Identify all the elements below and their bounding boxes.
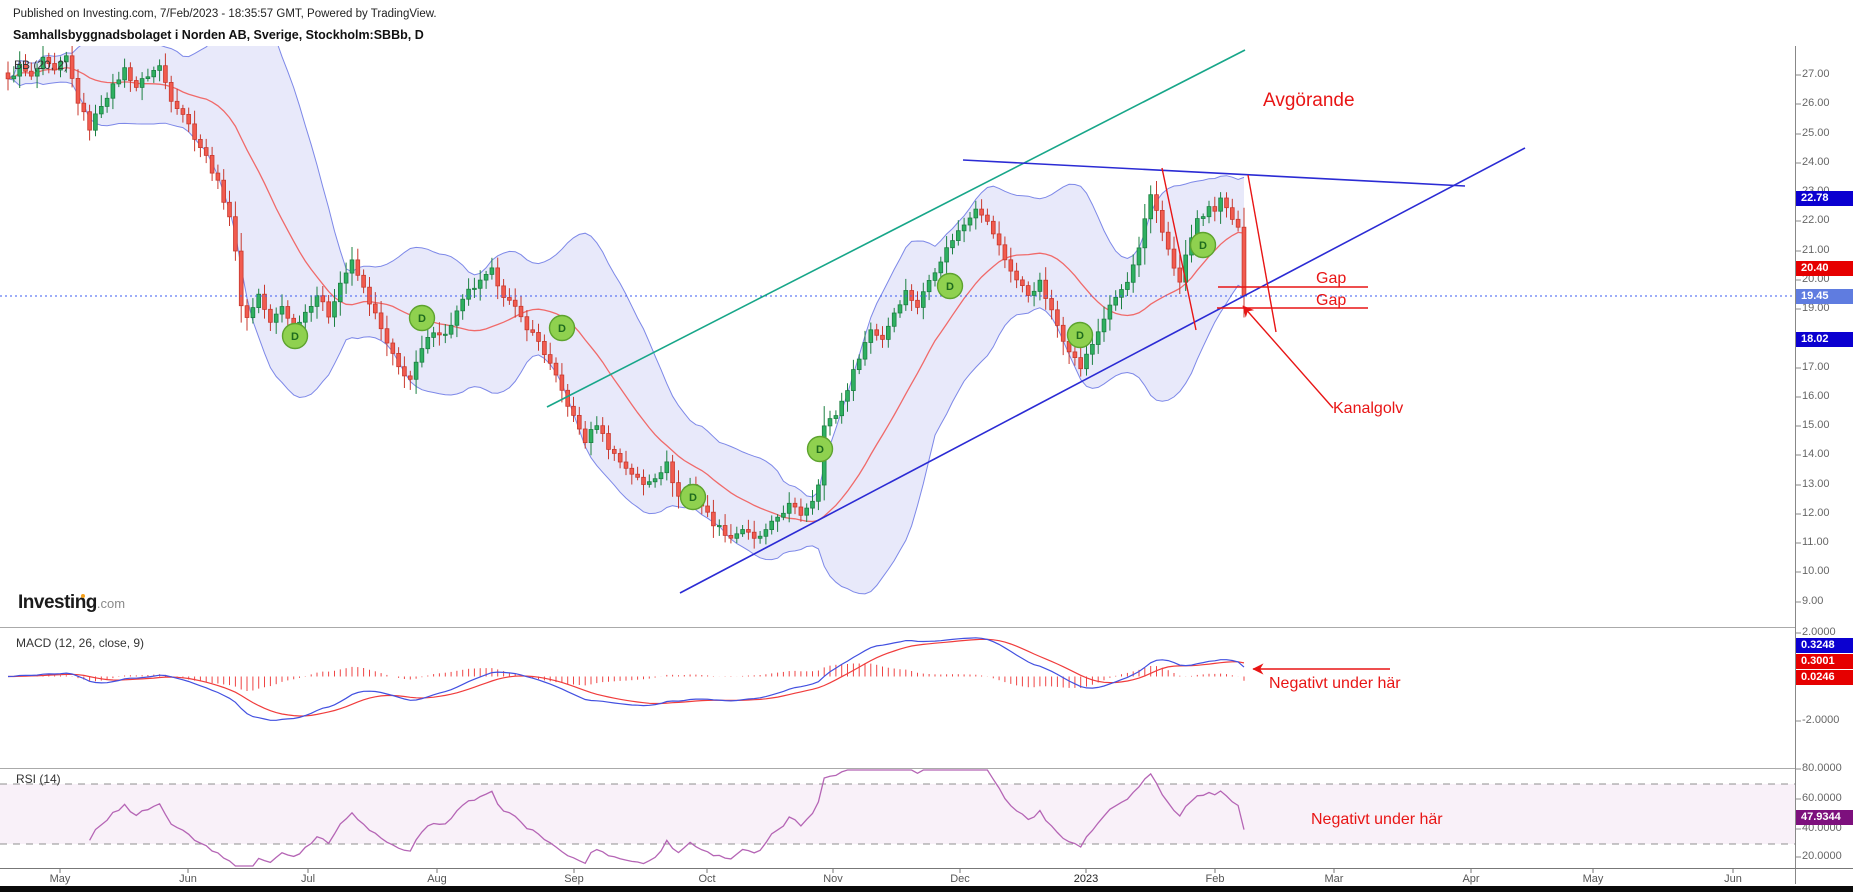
bb-band-fill	[8, 46, 1244, 594]
macd-tick-label: -2.0000	[1802, 714, 1840, 726]
price-tick-label: 13.00	[1802, 478, 1830, 490]
logo-orange-dot	[81, 594, 85, 598]
red-cross-a[interactable]	[1161, 167, 1197, 331]
time-label-jun: Jun	[179, 873, 197, 885]
rsi-tick-label: 20.0000	[1802, 850, 1842, 862]
wedge-top-blue[interactable]	[962, 159, 1466, 187]
price-badge-20.40: 20.40	[1796, 260, 1853, 276]
macd-badge-0.0246: 0.0246	[1796, 669, 1853, 685]
time-label-jun: Jun	[1724, 873, 1742, 885]
price-tick-label: 22.00	[1802, 214, 1830, 226]
price-badge-19.45: 19.45	[1796, 288, 1853, 304]
rsi-line	[89, 769, 1245, 867]
price-tick-label: 24.00	[1802, 156, 1830, 168]
rsi-band-fill	[0, 784, 1795, 844]
rising-support-teal[interactable]	[546, 49, 1246, 408]
macd-tick-label: 2.0000	[1802, 626, 1836, 638]
published-line: Published on Investing.com, 7/Feb/2023 -…	[13, 8, 437, 20]
annotation-rsi-note: Negativt under här	[1311, 811, 1443, 828]
dividend-markers[interactable]: D D D D D D D D	[281, 231, 1217, 511]
macd-line	[7, 637, 1245, 721]
price-tick-label: 25.00	[1802, 127, 1830, 139]
logo-suffix: .com	[96, 596, 126, 611]
price-tick-label: 12.00	[1802, 507, 1830, 519]
price-tick-label: 10.00	[1802, 565, 1830, 577]
time-label-may: May	[1582, 873, 1604, 885]
macd-pane[interactable]	[7, 637, 1390, 721]
candlestick-series	[5, 46, 1247, 549]
rsi-tick-label: 40.0000	[1802, 822, 1842, 834]
svg-text:D: D	[1199, 240, 1207, 252]
time-label-mar: Mar	[1324, 873, 1344, 885]
rsi-badge-47.9344: 47.9344	[1796, 809, 1853, 825]
annotation-kanalgolv: Kanalgolv	[1333, 400, 1404, 417]
price-pane[interactable]: D D D D D D D D	[0, 1, 1795, 819]
price-tick-label: 15.00	[1802, 419, 1830, 431]
price-tick-label: 26.00	[1802, 97, 1830, 109]
macd-indicator-label: MACD (12, 26, close, 9)	[16, 636, 145, 650]
time-label-apr: Apr	[1462, 873, 1480, 885]
annotation-macd-note: Negativt under här	[1269, 675, 1401, 692]
macd-badge-0.3001: 0.3001	[1796, 653, 1853, 669]
time-label-sep: Sep	[564, 873, 584, 885]
price-tick-label: 21.00	[1802, 244, 1830, 256]
svg-text:D: D	[558, 323, 566, 335]
rsi-pane[interactable]	[0, 769, 1795, 867]
time-label-jul: Jul	[300, 873, 316, 885]
chart-frame	[0, 46, 1853, 884]
bb-middle-ma-line	[7, 66, 1245, 523]
rsi-indicator-label: RSI (14)	[16, 772, 61, 786]
price-badge-22.78: 22.78	[1796, 190, 1853, 206]
price-tick-label: 16.00	[1802, 390, 1830, 402]
price-tick-label: 27.00	[1802, 68, 1830, 80]
time-label-aug: Aug	[427, 873, 447, 885]
price-tick-label: 19.00	[1802, 302, 1830, 314]
rsi-tick-label: 60.0000	[1802, 792, 1842, 804]
time-label-oct: Oct	[698, 873, 716, 885]
bb-indicator-label: BB (20, 2)	[14, 58, 69, 72]
svg-text:D: D	[689, 492, 697, 504]
channel-floor-blue[interactable]	[679, 147, 1526, 594]
macd-histogram	[13, 663, 1245, 691]
svg-text:D: D	[946, 281, 954, 293]
bb-upper-line	[7, 46, 1245, 498]
kanalgolv-arrow[interactable]	[1242, 305, 1334, 409]
svg-text:D: D	[418, 313, 426, 325]
svg-text:D: D	[291, 331, 299, 343]
annotation-gap-bottom: Gap	[1316, 292, 1347, 309]
time-label-2023: 2023	[1073, 873, 1099, 885]
logo-brand: Investing	[18, 592, 97, 613]
red-cross-b[interactable]	[1247, 174, 1277, 333]
price-badge-18.02: 18.02	[1796, 331, 1853, 347]
price-tick-label: 11.00	[1802, 536, 1829, 548]
time-label-nov: Nov	[823, 873, 843, 885]
time-label-may: May	[49, 873, 71, 885]
rsi-tick-label: 80.0000	[1802, 762, 1842, 774]
price-tick-label: 9.00	[1802, 595, 1824, 607]
svg-text:D: D	[816, 444, 824, 456]
price-tick-label: 20.00	[1802, 273, 1830, 285]
svg-text:D: D	[1076, 330, 1084, 342]
time-label-dec: Dec	[950, 873, 970, 885]
annotation-gap-top: Gap	[1316, 270, 1347, 287]
macd-badge-0.3248: 0.3248	[1796, 637, 1853, 653]
price-tick-label: 17.00	[1802, 361, 1830, 373]
investing-logo: Investing.com	[18, 592, 125, 614]
price-tick-label: 14.00	[1802, 448, 1830, 460]
time-label-feb: Feb	[1205, 873, 1225, 885]
chart-title: Samhallsbyggnadsbolaget i Norden AB, Sve…	[13, 28, 424, 42]
annotation-avgorande: Avgörande	[1263, 90, 1355, 111]
macd-signal-line	[8, 638, 1245, 717]
bottom-black-bar	[0, 886, 1853, 892]
